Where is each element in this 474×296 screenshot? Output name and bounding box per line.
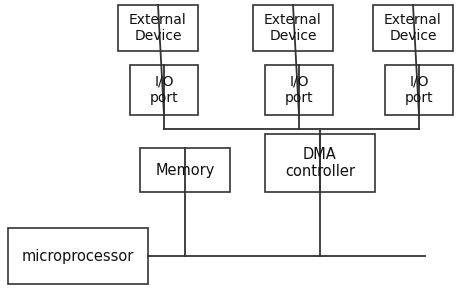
Text: microprocessor: microprocessor — [22, 249, 134, 263]
Text: DMA
controller: DMA controller — [285, 147, 355, 179]
FancyBboxPatch shape — [265, 65, 333, 115]
FancyBboxPatch shape — [118, 5, 198, 51]
Text: External
Device: External Device — [129, 13, 187, 43]
Text: External
Device: External Device — [264, 13, 322, 43]
Text: External
Device: External Device — [384, 13, 442, 43]
FancyBboxPatch shape — [253, 5, 333, 51]
Text: Memory: Memory — [155, 163, 215, 178]
FancyBboxPatch shape — [373, 5, 453, 51]
FancyBboxPatch shape — [8, 228, 148, 284]
FancyBboxPatch shape — [265, 134, 375, 192]
Text: I/O
port: I/O port — [150, 75, 178, 105]
Text: I/O
port: I/O port — [285, 75, 313, 105]
FancyBboxPatch shape — [140, 148, 230, 192]
FancyBboxPatch shape — [385, 65, 453, 115]
Text: I/O
port: I/O port — [405, 75, 433, 105]
FancyBboxPatch shape — [130, 65, 198, 115]
